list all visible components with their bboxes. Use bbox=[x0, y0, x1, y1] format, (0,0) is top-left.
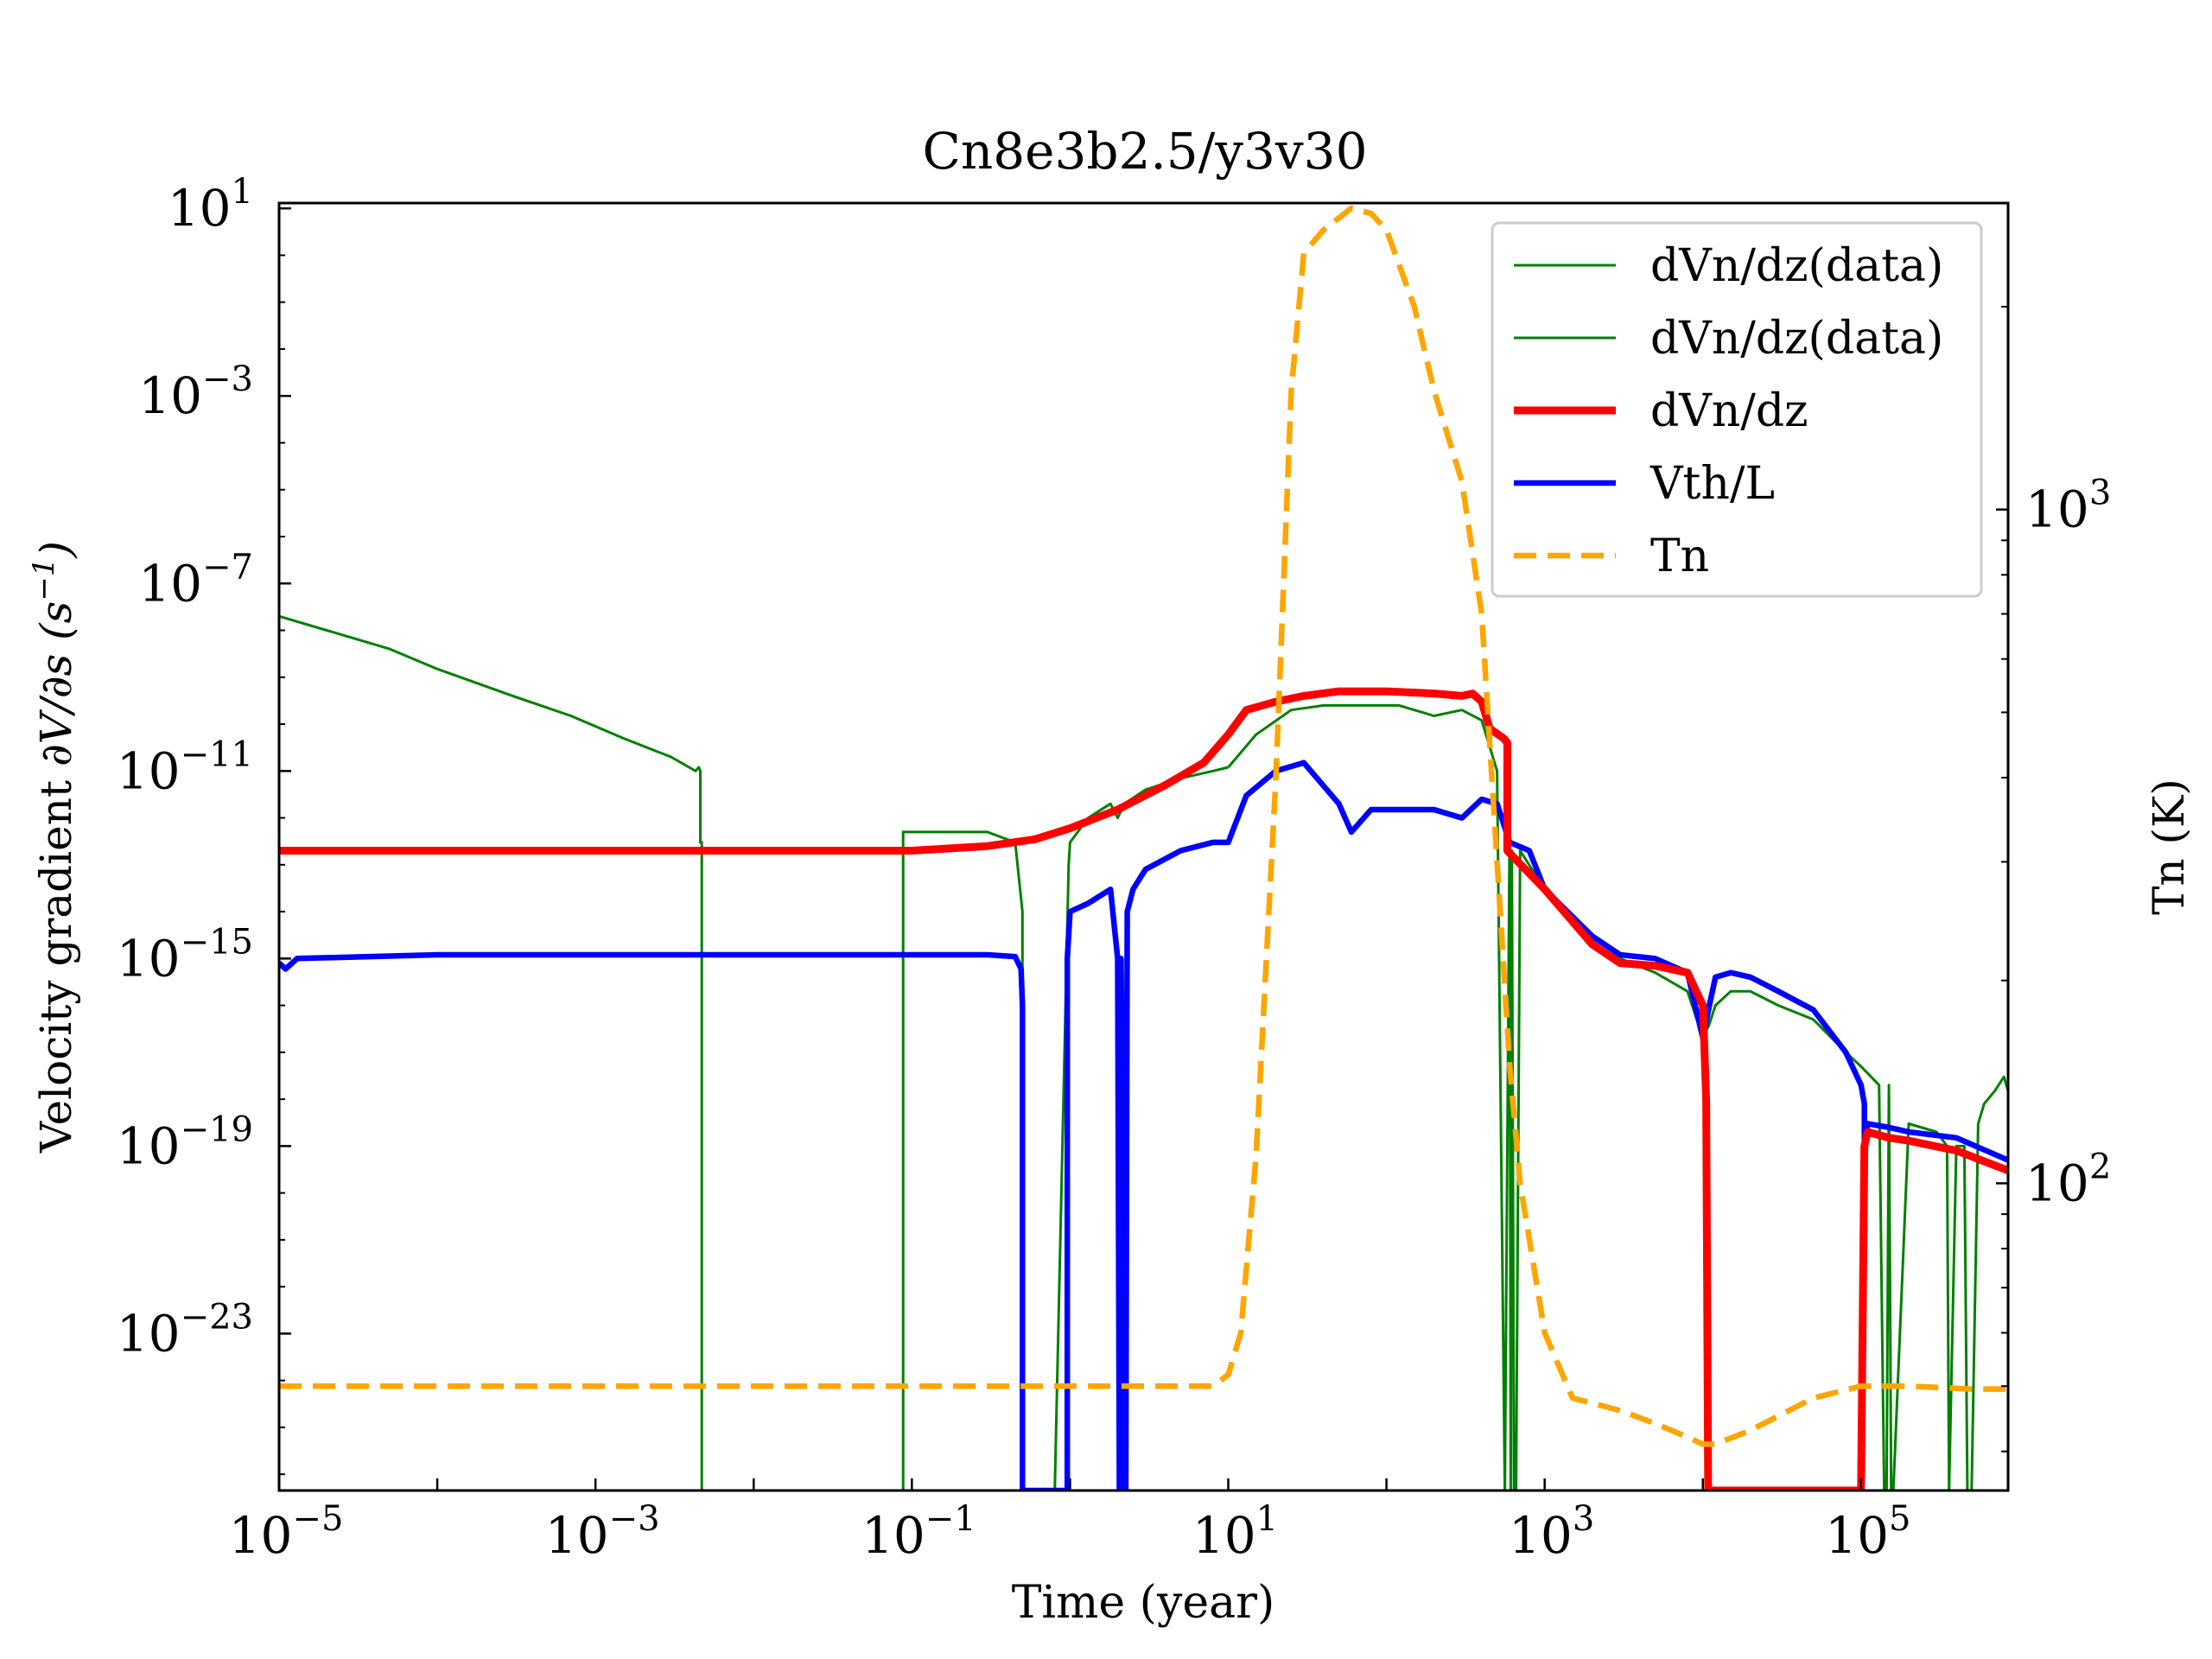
x-tick-label: 101 bbox=[1192, 1499, 1278, 1565]
legend-label: Tn bbox=[1650, 531, 1709, 582]
y-tick-label: 10−7 bbox=[138, 547, 253, 613]
y-tick-label: 10−15 bbox=[117, 922, 253, 988]
x-axis: 10−5 10−3 10−1 101 103 105 bbox=[229, 1478, 1910, 1565]
x-axis-label: Time (year) bbox=[1012, 1577, 1275, 1629]
y-tick-label: 101 bbox=[168, 172, 253, 238]
legend-label: dVn/dz(data) bbox=[1650, 313, 1943, 365]
y-tick-label: 10−23 bbox=[117, 1297, 253, 1363]
y-axis-label-main: Velocity gradient bbox=[31, 766, 81, 1154]
series-layer bbox=[279, 205, 2008, 1491]
y-axis-label-expr: ∂V/∂s (s bbox=[31, 601, 81, 766]
y-axis-label: Velocity gradient ∂V/∂s (s−1) bbox=[27, 541, 81, 1154]
series-line-2 bbox=[279, 687, 2008, 1491]
legend-label: dVn/dz(data) bbox=[1650, 240, 1943, 292]
y-tick-label: 10−3 bbox=[138, 359, 253, 425]
y2-tick-label: 102 bbox=[2025, 1147, 2111, 1212]
plot-frame bbox=[277, 201, 2010, 1492]
x-tick-label: 103 bbox=[1509, 1499, 1594, 1565]
y2-tick-label: 103 bbox=[2025, 474, 2111, 539]
y-tick-label: 10−11 bbox=[117, 734, 253, 800]
x-tick-label: 10−1 bbox=[861, 1499, 976, 1565]
y-axis-label-sup: −1 bbox=[27, 558, 61, 601]
chart-title: Cn8e3b2.5/y3v30 bbox=[922, 122, 1367, 181]
x-tick-label: 10−3 bbox=[545, 1499, 660, 1565]
legend-label: Vth/L bbox=[1649, 458, 1775, 510]
legend-label: dVn/dz bbox=[1650, 385, 1808, 437]
series-line-3 bbox=[279, 760, 2008, 1491]
x-tick-label: 105 bbox=[1825, 1499, 1910, 1565]
x-tick-label: 10−5 bbox=[229, 1499, 344, 1565]
y-axis-label-end: ) bbox=[31, 541, 81, 559]
series-line-0 bbox=[279, 614, 1229, 1491]
y-axis: 101 10−3 10−7 10−11 10−15 10−19 10−23 bbox=[117, 172, 291, 1476]
y2-axis-label: Tn (K) bbox=[2144, 779, 2194, 915]
series-line-1 bbox=[1227, 703, 2008, 1491]
legend-box bbox=[1491, 221, 1983, 598]
legend: dVn/dz(data) dVn/dz(data) dVn/dz Vth/L Tn bbox=[1491, 221, 1983, 598]
y-tick-label: 10−19 bbox=[117, 1109, 253, 1175]
y2-axis: 103 102 bbox=[1996, 305, 2111, 1452]
series-line-4 bbox=[279, 205, 2008, 1447]
